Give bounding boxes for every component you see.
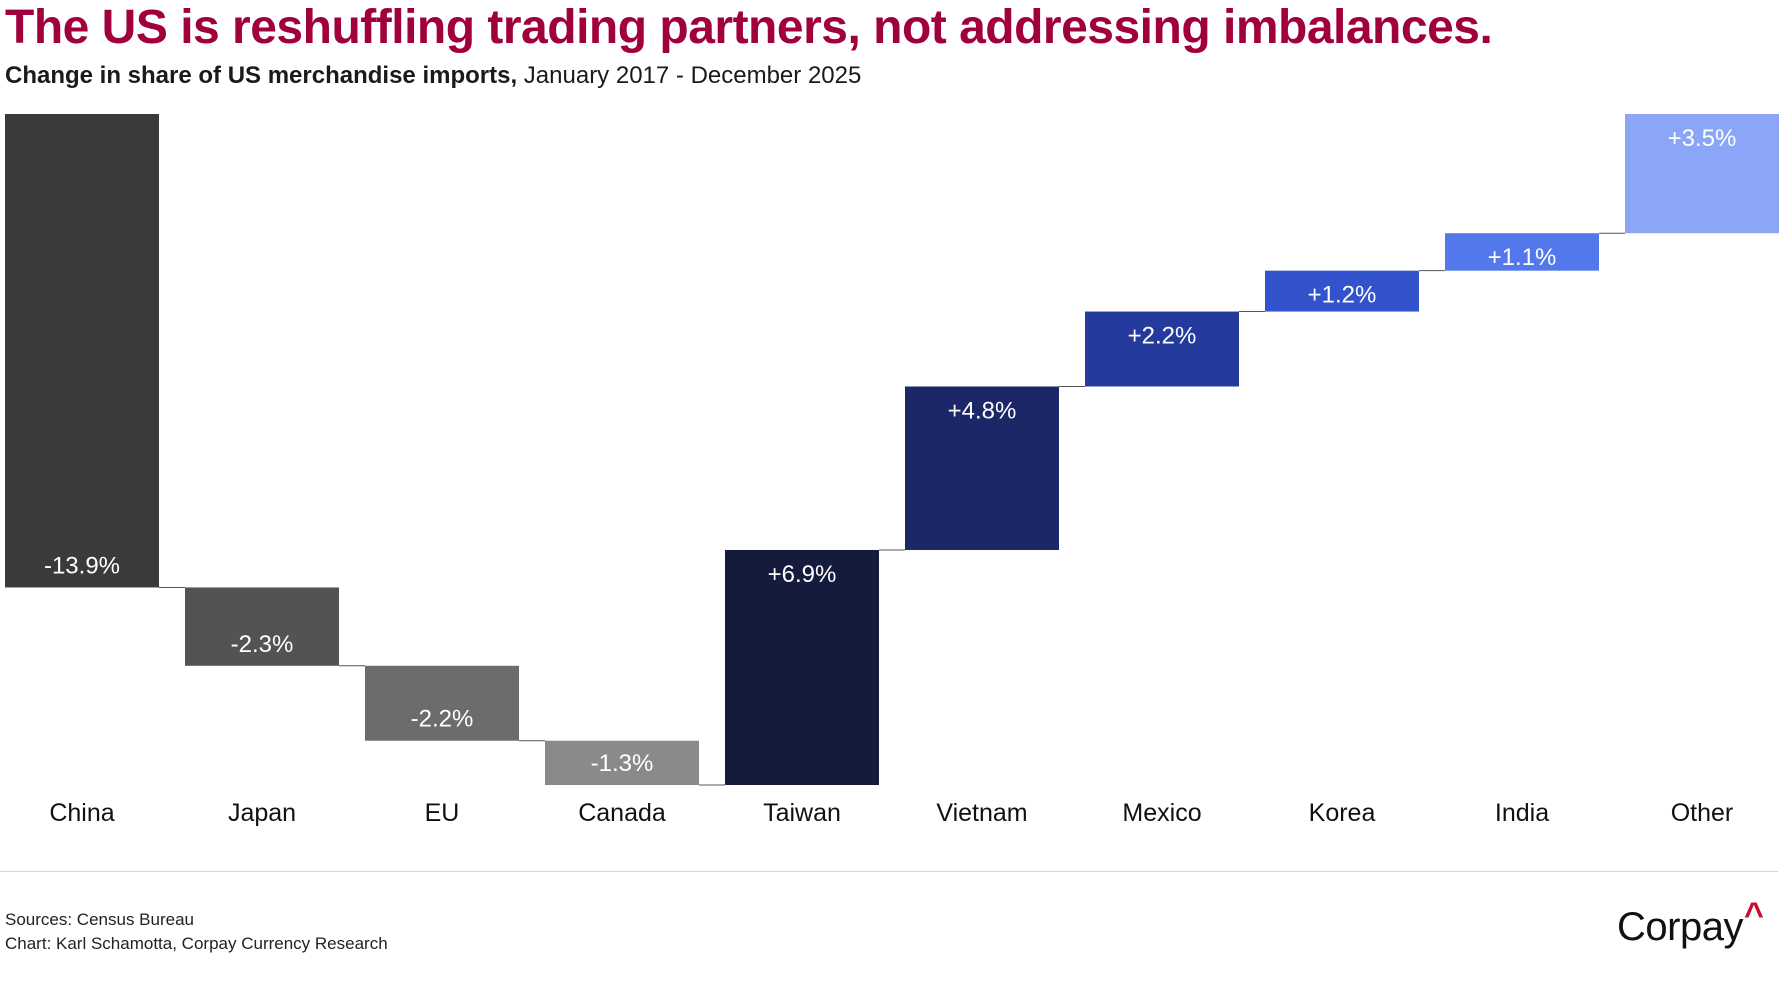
bar-india [1445,233,1599,271]
value-label-korea: +1.2% [1308,282,1377,309]
logo-caret-icon: ^ [1743,896,1764,934]
waterfall-chart: -13.9% China -2.3% Japan -2.2% EU -1.3% Canada +… [5,114,1779,827]
value-label-japan: -2.3% [231,631,294,658]
footer-divider [0,871,1778,872]
subtitle-date-range: January 2017 - December 2025 [523,62,862,89]
value-label-canada: -1.3% [591,750,654,777]
category-label-korea: Korea [1309,799,1376,827]
logo-wordmark: Corpay [1617,905,1743,949]
footer-sources: Sources: Census Bureau Chart: Karl Scham… [5,908,388,956]
value-label-eu: -2.2% [411,706,474,733]
bar-vietnam [905,386,1059,550]
category-label-other: Other [1671,799,1734,827]
bar-eu [365,665,519,741]
category-label-china: China [49,799,114,827]
bar-taiwan [725,549,879,785]
category-label-eu: EU [425,799,460,827]
credit-text: Chart: Karl Schamotta, Corpay Currency R… [5,934,388,953]
value-label-taiwan: +6.9% [768,561,837,588]
category-label-india: India [1495,799,1549,827]
bar-canada [545,740,699,785]
bar-china [5,114,159,588]
corpay-logo: Corpay^ [1617,896,1764,950]
value-label-vietnam: +4.8% [948,397,1017,424]
value-label-mexico: +2.2% [1128,323,1197,350]
category-label-japan: Japan [228,799,296,827]
sources-text: Sources: Census Bureau [5,910,194,929]
bar-other [1625,114,1779,234]
bar-japan [185,587,339,666]
chart-title: The US is reshuffling trading partners, … [5,1,1493,54]
category-label-mexico: Mexico [1122,799,1201,827]
bar-mexico [1085,311,1239,387]
chart-subtitle: Change in share of US merchandise import… [5,62,861,90]
bar-korea [1265,270,1419,312]
value-label-india: +1.1% [1488,244,1557,271]
category-label-taiwan: Taiwan [763,799,841,827]
subtitle-main: Change in share of US merchandise import… [5,62,518,89]
category-label-canada: Canada [578,799,666,827]
category-label-vietnam: Vietnam [936,799,1027,827]
value-label-other: +3.5% [1668,125,1737,152]
value-label-china: -13.9% [44,552,120,579]
